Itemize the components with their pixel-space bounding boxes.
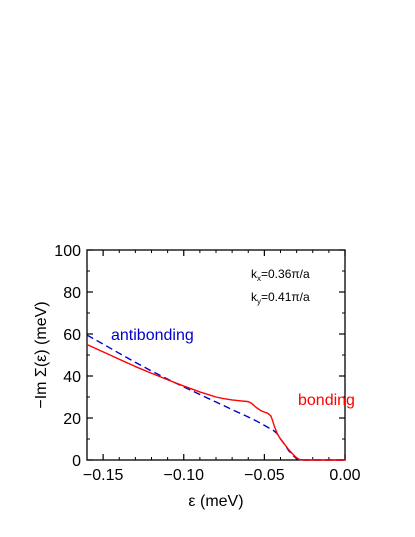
y-tick-label: 100 xyxy=(54,243,81,260)
x-axis-label: ε (meV) xyxy=(188,493,243,510)
series-line-antibonding xyxy=(86,334,345,461)
ky-annotation: ky=0.41π/a xyxy=(251,290,310,306)
x-tick-label: −0.05 xyxy=(244,467,285,484)
x-tick-label: 0.00 xyxy=(329,467,360,484)
x-tick-label: −0.10 xyxy=(164,467,205,484)
y-tick-label: 40 xyxy=(63,369,81,386)
series-label-bonding: bonding xyxy=(298,392,355,409)
series-layer xyxy=(86,334,345,461)
y-tick-label: 0 xyxy=(72,453,81,470)
x-tick-label: −0.15 xyxy=(83,467,124,484)
plot-frame xyxy=(86,249,346,461)
x-axis: −0.15 −0.10 −0.05 0.00 xyxy=(83,250,361,484)
y-tick-label: 60 xyxy=(63,327,81,344)
y-tick-label: 80 xyxy=(63,285,81,302)
y-tick-label: 20 xyxy=(63,411,81,428)
series-line-bonding xyxy=(86,343,345,461)
y-axis-label: −Im Σ(ε) (meV) xyxy=(33,301,50,408)
kx-annotation: kx=0.36π/a xyxy=(251,267,310,283)
y-axis: 0 20 40 60 80 100 xyxy=(54,243,345,470)
series-label-antibonding: antibonding xyxy=(111,327,194,344)
